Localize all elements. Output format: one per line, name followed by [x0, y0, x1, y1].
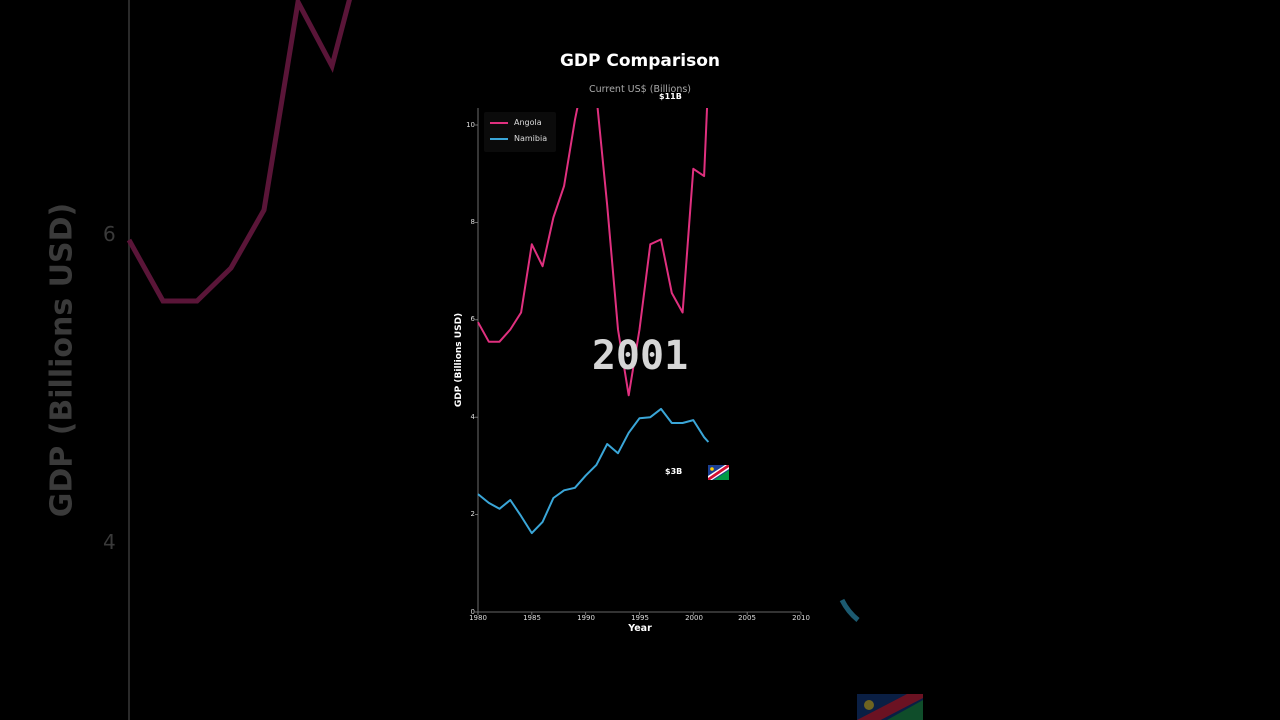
- xtick-label: 2010: [792, 614, 810, 622]
- namibia-line: [477, 407, 710, 535]
- background-namibia-flag: [857, 694, 923, 720]
- legend-item-angola: Angola: [490, 118, 542, 127]
- ytick-label: 8: [470, 218, 475, 226]
- ytick-label: 6: [470, 315, 475, 323]
- angola-value-label: $11B: [659, 92, 682, 101]
- ytick-label: 4: [470, 413, 475, 421]
- axis-ticks: [475, 124, 802, 615]
- current-year-overlay: 2001: [591, 333, 689, 379]
- x-axis-label: Year: [628, 623, 652, 634]
- namibia-value-label: $3B: [665, 467, 683, 476]
- legend-label: Namibia: [514, 134, 548, 143]
- chart-subtitle: Current US$ (Billions): [588, 84, 692, 95]
- namibia-flag-icon: [708, 465, 729, 480]
- xtick-label: 2005: [738, 614, 756, 622]
- y-axis-label: GDP (Billions USD): [454, 312, 464, 408]
- ytick-label: 2: [470, 510, 475, 518]
- xtick-label: 1985: [523, 614, 541, 622]
- chart-title: GDP Comparison: [559, 51, 721, 71]
- background-ytick: 4: [103, 530, 116, 554]
- ytick-label: 0: [470, 608, 475, 616]
- xtick-label: 1995: [631, 614, 649, 622]
- xtick-label: 2000: [685, 614, 703, 622]
- background-ytick: 6: [103, 222, 116, 246]
- xtick-label: 1980: [469, 614, 487, 622]
- legend-label: Angola: [514, 118, 542, 127]
- angola-line: [477, 108, 709, 397]
- namibia-swatch-icon: [490, 137, 508, 140]
- xtick-label: 1990: [577, 614, 595, 622]
- legend-item-namibia: Namibia: [490, 134, 547, 143]
- legend: Angola Namibia: [484, 112, 556, 152]
- angola-swatch-icon: [490, 121, 508, 124]
- ytick-label: 10: [466, 121, 475, 129]
